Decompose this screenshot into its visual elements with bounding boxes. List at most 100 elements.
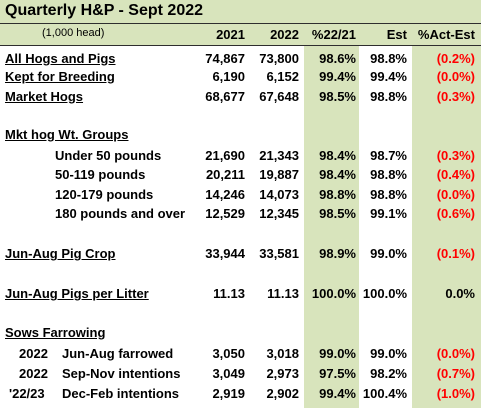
estimate: 99.0% [370, 246, 407, 261]
value-2022: 14,073 [259, 187, 299, 202]
pct-change: 99.4% [319, 69, 356, 84]
value-2022: 67,648 [259, 89, 299, 104]
row-label: Jun-Aug farrowed [62, 346, 174, 361]
header-rule [0, 45, 481, 46]
actual-vs-estimate: (0.7%) [436, 366, 475, 381]
pct-change: 98.9% [319, 246, 356, 261]
value-2022: 19,887 [259, 167, 299, 182]
row-label: Sep-Nov intentions [62, 366, 181, 381]
estimate: 98.8% [370, 51, 407, 66]
value-2022: 21,343 [259, 148, 299, 163]
actual-vs-estimate: (0.4%) [436, 167, 475, 182]
section-row: Mkt hog Wt. Groups [0, 125, 481, 145]
table-row[interactable]: Jun-Aug Pig Crop 33,944 33,581 98.9% 99.… [0, 244, 481, 264]
value-2021: 33,944 [205, 246, 245, 261]
table-row[interactable]: '22/23 Dec-Feb intentions 2,919 2,902 99… [0, 384, 481, 404]
row-label: Market Hogs [5, 89, 84, 104]
header-pct-change: %22/21 [311, 27, 356, 42]
estimate: 100.4% [362, 386, 407, 401]
table-row[interactable]: Under 50 pounds 21,690 21,343 98.4% 98.7… [0, 146, 481, 166]
row-year: 2022 [19, 346, 48, 361]
table-row[interactable]: 180 pounds and over 12,529 12,345 98.5% … [0, 204, 481, 224]
value-2021: 20,211 [205, 167, 245, 182]
value-2022: 12,345 [259, 206, 299, 221]
value-2021: 21,690 [205, 148, 245, 163]
value-2021: 74,867 [205, 51, 245, 66]
header-2021: 2021 [216, 27, 245, 42]
row-label: Kept for Breeding [5, 69, 115, 84]
estimate: 100.0% [362, 286, 407, 301]
estimate: 99.1% [370, 206, 407, 221]
value-2021: 68,677 [205, 89, 245, 104]
estimate: 98.8% [370, 89, 407, 104]
pct-change: 98.6% [319, 51, 356, 66]
row-label: Jun-Aug Pig Crop [5, 246, 116, 261]
row-label: Under 50 pounds [55, 148, 162, 163]
pct-change: 98.5% [319, 206, 356, 221]
estimate: 99.0% [370, 346, 407, 361]
table-row[interactable]: 2022 Jun-Aug farrowed 3,050 3,018 99.0% … [0, 344, 481, 364]
row-label: 50-119 pounds [55, 167, 146, 182]
actual-vs-estimate: (0.2%) [436, 51, 475, 66]
estimate: 98.7% [370, 148, 407, 163]
value-2022: 33,581 [259, 246, 299, 261]
header-estimate: Est [386, 27, 407, 42]
section-label: Sows Farrowing [5, 325, 106, 340]
actual-vs-estimate: (0.3%) [436, 148, 475, 163]
estimate: 98.2% [370, 366, 407, 381]
table-row[interactable]: 120-179 pounds 14,246 14,073 98.8% 98.8%… [0, 185, 481, 205]
row-label: 120-179 pounds [55, 187, 154, 202]
actual-vs-estimate: (0.0%) [436, 69, 475, 84]
table-row[interactable]: Kept for Breeding 6,190 6,152 99.4% 99.4… [0, 67, 481, 87]
row-year: 2022 [19, 366, 48, 381]
row-label: Dec-Feb intentions [62, 386, 180, 401]
units-subtitle: (1,000 head) [42, 27, 105, 39]
value-2022: 73,800 [259, 51, 299, 66]
title-rule [0, 23, 481, 24]
table-row[interactable]: All Hogs and Pigs 74,867 73,800 98.6% 98… [0, 49, 481, 69]
value-2022: 6,152 [266, 69, 299, 84]
table-row[interactable]: Jun-Aug Pigs per Litter 11.13 11.13 100.… [0, 284, 481, 304]
row-label: Jun-Aug Pigs per Litter [5, 286, 149, 301]
section-label: Mkt hog Wt. Groups [5, 127, 129, 142]
estimate: 98.8% [370, 167, 407, 182]
value-2021: 12,529 [205, 206, 245, 221]
sheet-title: Quarterly H&P - Sept 2022 [5, 2, 204, 19]
actest-column-band [412, 0, 481, 408]
value-2022: 2,902 [266, 386, 299, 401]
pct-column-band [304, 0, 359, 408]
value-2022: 11.13 [267, 286, 299, 301]
actual-vs-estimate: (0.0%) [436, 346, 475, 361]
actual-vs-estimate: 0.0% [445, 286, 475, 301]
actual-vs-estimate: (0.3%) [436, 89, 475, 104]
estimate: 98.8% [370, 187, 407, 202]
value-2021: 6,190 [212, 69, 245, 84]
table-row[interactable]: Market Hogs 68,677 67,648 98.5% 98.8% (0… [0, 87, 481, 107]
value-2022: 3,018 [266, 346, 299, 361]
pct-change: 98.4% [319, 167, 356, 182]
value-2021: 11.13 [213, 286, 245, 301]
value-2021: 14,246 [205, 187, 245, 202]
value-2021: 3,049 [212, 366, 245, 381]
value-2022: 2,973 [266, 366, 299, 381]
table-row[interactable]: 50-119 pounds 20,211 19,887 98.4% 98.8% … [0, 165, 481, 185]
pct-change: 98.5% [319, 89, 356, 104]
actual-vs-estimate: (1.0%) [436, 386, 475, 401]
table-row[interactable]: 2022 Sep-Nov intentions 3,049 2,973 97.5… [0, 364, 481, 384]
pct-change: 99.4% [319, 386, 356, 401]
row-year: '22/23 [9, 386, 45, 401]
header-actual-vs-estimate: %Act-Est [417, 27, 475, 42]
header-band [0, 0, 481, 45]
actual-vs-estimate: (0.0%) [436, 187, 475, 202]
value-2021: 3,050 [212, 346, 245, 361]
header-2022: 2022 [270, 27, 299, 42]
value-2021: 2,919 [212, 386, 245, 401]
row-label: All Hogs and Pigs [5, 51, 116, 66]
pct-change: 100.0% [311, 286, 356, 301]
pct-change: 98.4% [319, 148, 356, 163]
actual-vs-estimate: (0.1%) [436, 246, 475, 261]
pct-change: 98.8% [319, 187, 356, 202]
pct-change: 97.5% [319, 366, 356, 381]
row-label: 180 pounds and over [55, 206, 186, 221]
